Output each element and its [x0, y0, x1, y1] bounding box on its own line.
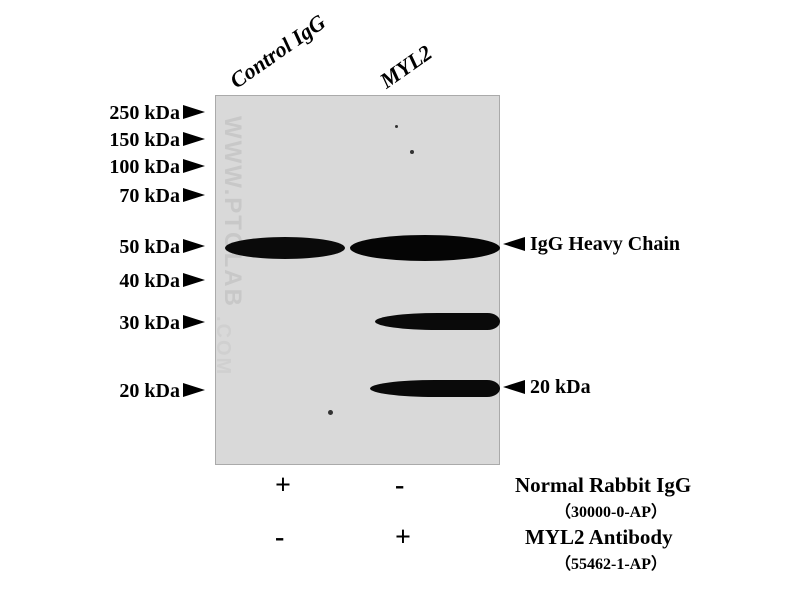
arrow-right-icon: [183, 132, 205, 146]
marker-label: 150 kDa: [75, 129, 180, 152]
marker-label: 50 kDa: [95, 236, 180, 259]
lane-label-myl2: MYL2: [375, 40, 437, 94]
band-lane2-50kda: [350, 235, 500, 261]
arrow-right-icon: [183, 383, 205, 397]
lane-label-control: Control IgG: [225, 9, 331, 94]
lane-label-text: MYL2: [375, 40, 436, 93]
arrow-right-icon: [183, 315, 205, 329]
band-lane2-30kda: [375, 313, 500, 330]
legend-row2-lane2: +: [395, 522, 411, 554]
annotation-igg-heavy: IgG Heavy Chain: [530, 233, 680, 256]
speckle: [395, 125, 398, 128]
arrow-left-icon: [503, 380, 525, 394]
band-lane1-50kda: [225, 237, 345, 259]
marker-label: 30 kDa: [95, 312, 180, 335]
annotation-20kda: 20 kDa: [530, 376, 591, 399]
speckle: [410, 150, 414, 154]
blot-area: WWW.PTGLAB .COM: [215, 95, 500, 465]
arrow-right-icon: [183, 159, 205, 173]
marker-label: 250 kDa: [75, 102, 180, 125]
figure-container: WWW.PTGLAB .COM Control IgG MYL2 250 kDa…: [0, 0, 800, 600]
legend-row2-name: MYL2 Antibody: [525, 525, 673, 550]
arrow-right-icon: [183, 273, 205, 287]
lane-label-text: Control IgG: [225, 9, 330, 93]
speckle: [328, 410, 333, 415]
arrow-right-icon: [183, 105, 205, 119]
arrow-right-icon: [183, 239, 205, 253]
band-lane2-20kda: [370, 380, 500, 397]
legend-row1-lane1: +: [275, 470, 291, 502]
arrow-right-icon: [183, 188, 205, 202]
watermark-top: WWW.PTGLAB: [218, 116, 246, 308]
marker-label: 40 kDa: [95, 270, 180, 293]
legend-row1-sub: （30000-0-AP）: [555, 498, 667, 522]
arrow-left-icon: [503, 237, 525, 251]
legend-row2-lane1: -: [275, 522, 284, 554]
marker-label: 20 kDa: [95, 380, 180, 403]
watermark-bottom: .COM: [211, 316, 234, 376]
legend-row2-sub: （55462-1-AP）: [555, 550, 667, 574]
marker-label: 70 kDa: [95, 185, 180, 208]
marker-label: 100 kDa: [75, 156, 180, 179]
legend-row1-name: Normal Rabbit IgG: [515, 473, 691, 498]
legend-row1-lane2: -: [395, 470, 404, 502]
